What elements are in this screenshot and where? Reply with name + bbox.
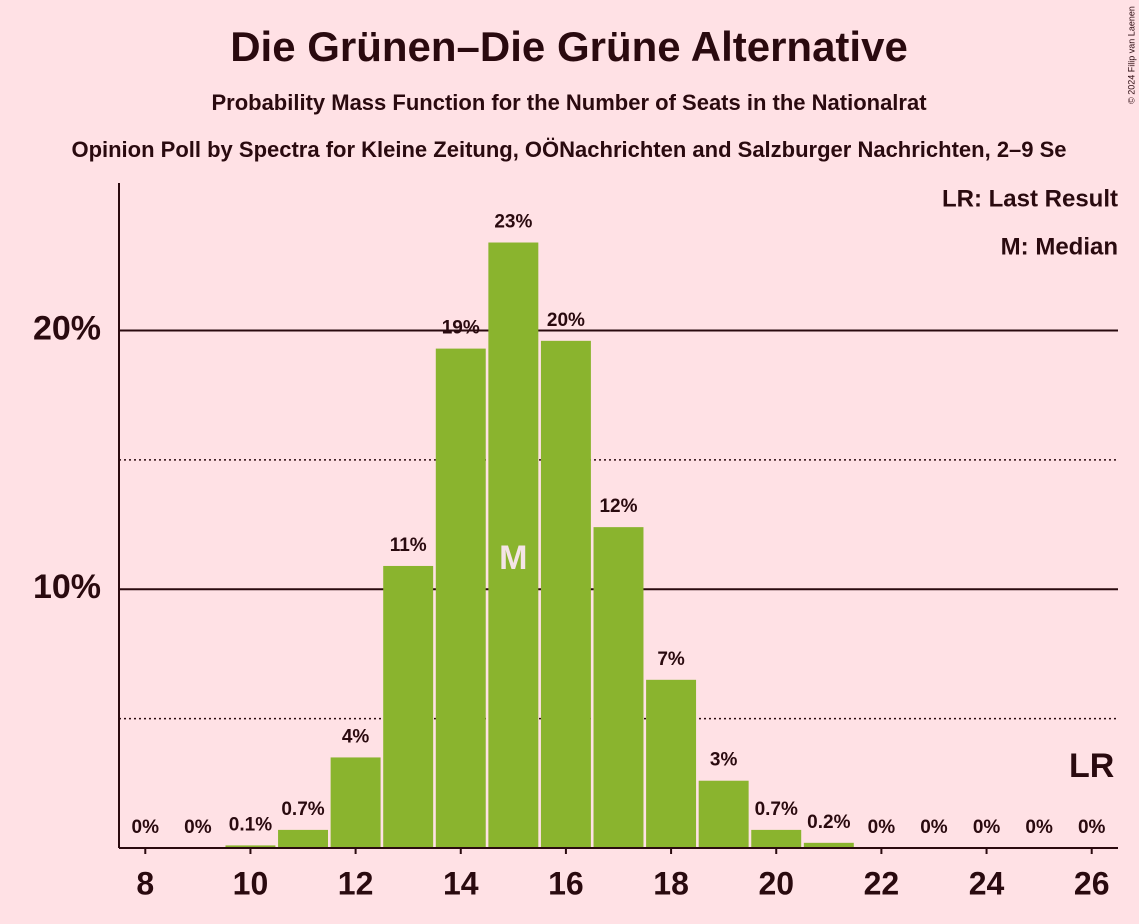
value-label: 0.7% [281,799,324,820]
bar [435,348,486,848]
x-tick-label: 20 [758,865,794,901]
median-marker: M [499,539,527,577]
copyright: © 2024 Filip van Laenen [1126,6,1136,104]
chart-title: Die Grünen–Die Grüne Alternative [230,23,908,70]
bar [488,242,539,849]
value-label: 0% [1025,817,1053,838]
x-tick-label: 16 [548,865,584,901]
x-tick-label: 10 [233,865,269,901]
value-label: 23% [494,212,532,233]
value-label: 19% [442,318,480,339]
x-tick-label: 24 [969,865,1005,901]
value-label: 11% [390,535,427,556]
value-label: 4% [342,726,370,747]
y-tick-label: 20% [33,309,101,347]
bar [698,780,749,848]
value-label: 0% [868,817,896,838]
bar [330,757,381,848]
bar [540,340,591,848]
value-label: 12% [599,496,637,517]
chart-subtitle: Probability Mass Function for the Number… [211,90,927,115]
value-label: 0% [1078,817,1106,838]
y-tick-label: 10% [33,568,101,606]
x-tick-label: 14 [443,865,479,901]
value-label: 0% [184,817,212,838]
bar [803,842,854,848]
value-label: 0.1% [229,814,272,835]
x-tick-label: 26 [1074,865,1110,901]
value-label: 0.7% [755,799,798,820]
value-label: 0% [973,817,1001,838]
value-label: 0% [920,817,948,838]
bar [383,565,434,848]
bar [646,679,697,848]
x-tick-label: 12 [338,865,374,901]
last-result-marker: LR [1069,747,1114,785]
value-label: 0% [132,817,160,838]
value-label: 20% [547,310,585,331]
bar [278,829,329,848]
value-label: 3% [710,750,738,771]
x-tick-label: 18 [653,865,689,901]
x-tick-label: 8 [136,865,154,901]
bar [225,845,276,848]
legend-entry: LR: Last Result [942,185,1118,212]
chart-caption: Opinion Poll by Spectra for Kleine Zeitu… [71,137,1066,162]
legend-entry: M: Median [1001,233,1118,260]
value-label: 7% [657,649,685,670]
bar [751,829,802,848]
bar [593,527,644,848]
x-tick-label: 22 [864,865,900,901]
value-label: 0.2% [807,812,850,833]
